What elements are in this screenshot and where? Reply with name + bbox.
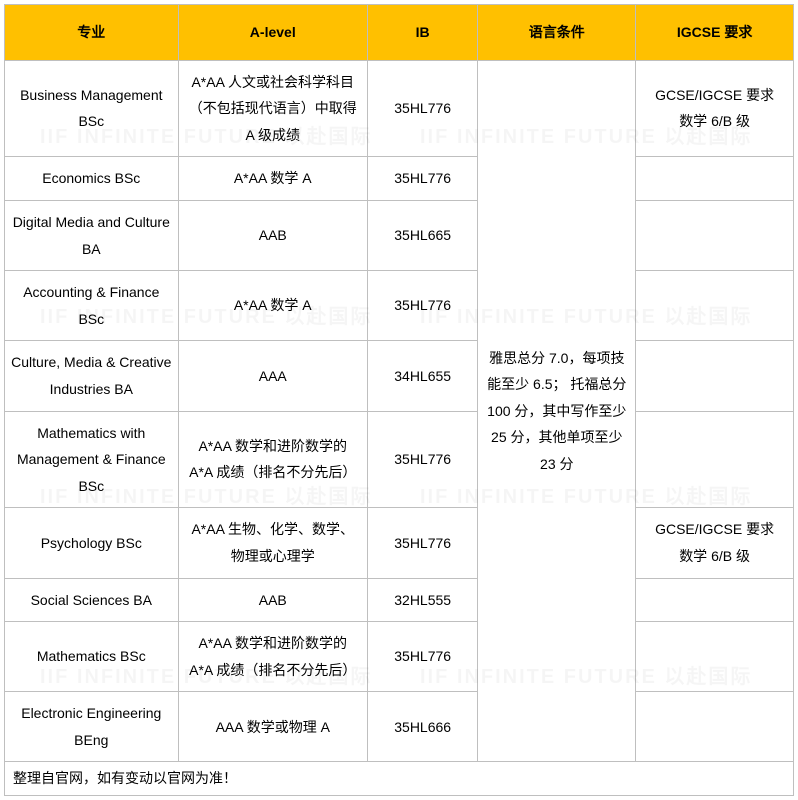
- cell-ib: 35HL776: [367, 157, 477, 201]
- cell-igcse: [636, 622, 794, 692]
- cell-igcse: [636, 271, 794, 341]
- cell-igcse: [636, 578, 794, 622]
- table-header-row: 专业 A-level IB 语言条件 IGCSE 要求: [5, 5, 794, 61]
- requirements-table: 专业 A-level IB 语言条件 IGCSE 要求 Business Man…: [4, 4, 794, 796]
- header-ib: IB: [367, 5, 477, 61]
- table-row: Social Sciences BA AAB 32HL555: [5, 578, 794, 622]
- cell-major: Social Sciences BA: [5, 578, 179, 622]
- cell-major: Psychology BSc: [5, 508, 179, 578]
- header-lang: 语言条件: [478, 5, 636, 61]
- cell-major: Economics BSc: [5, 157, 179, 201]
- cell-alevel: AAA: [178, 341, 367, 411]
- cell-igcse: [636, 200, 794, 270]
- cell-major: Accounting & Finance BSc: [5, 271, 179, 341]
- cell-igcse: [636, 411, 794, 508]
- cell-ib: 32HL555: [367, 578, 477, 622]
- table-row: Mathematics BSc A*AA 数学和进阶数学的 A*A 成绩（排名不…: [5, 622, 794, 692]
- cell-ib: 35HL776: [367, 508, 477, 578]
- table-footer-row: 整理自官网，如有变动以官网为准！: [5, 762, 794, 796]
- cell-major: Mathematics BSc: [5, 622, 179, 692]
- cell-ib: 34HL655: [367, 341, 477, 411]
- cell-alevel: A*AA 数学 A: [178, 271, 367, 341]
- cell-major: Business Management BSc: [5, 60, 179, 157]
- cell-alevel: AAB: [178, 578, 367, 622]
- footer-note: 整理自官网，如有变动以官网为准！: [5, 762, 794, 796]
- table-row: Digital Media and Culture BA AAB 35HL665: [5, 200, 794, 270]
- cell-ib: 35HL665: [367, 200, 477, 270]
- cell-igcse: [636, 341, 794, 411]
- cell-alevel: AAA 数学或物理 A: [178, 692, 367, 762]
- table-row: Psychology BSc A*AA 生物、化学、数学、物理或心理学 35HL…: [5, 508, 794, 578]
- cell-igcse: GCSE/IGCSE 要求数学 6/B 级: [636, 60, 794, 157]
- cell-lang-merged: 雅思总分 7.0，每项技能至少 6.5； 托福总分 100 分，其中写作至少 2…: [478, 60, 636, 762]
- cell-igcse: [636, 157, 794, 201]
- cell-igcse: GCSE/IGCSE 要求数学 6/B 级: [636, 508, 794, 578]
- table-row: Mathematics with Management & Finance BS…: [5, 411, 794, 508]
- table-row: Economics BSc A*AA 数学 A 35HL776: [5, 157, 794, 201]
- header-alevel: A-level: [178, 5, 367, 61]
- cell-ib: 35HL666: [367, 692, 477, 762]
- header-major: 专业: [5, 5, 179, 61]
- cell-alevel: A*AA 数学和进阶数学的 A*A 成绩（排名不分先后）: [178, 411, 367, 508]
- header-igcse: IGCSE 要求: [636, 5, 794, 61]
- table-row: Accounting & Finance BSc A*AA 数学 A 35HL7…: [5, 271, 794, 341]
- cell-ib: 35HL776: [367, 271, 477, 341]
- cell-ib: 35HL776: [367, 411, 477, 508]
- cell-major: Mathematics with Management & Finance BS…: [5, 411, 179, 508]
- cell-ib: 35HL776: [367, 60, 477, 157]
- cell-major: Electronic Engineering BEng: [5, 692, 179, 762]
- cell-alevel: A*AA 数学 A: [178, 157, 367, 201]
- cell-alevel: AAB: [178, 200, 367, 270]
- cell-alevel: A*AA 数学和进阶数学的 A*A 成绩（排名不分先后）: [178, 622, 367, 692]
- cell-igcse: [636, 692, 794, 762]
- cell-alevel: A*AA 人文或社会科学科目（不包括现代语言）中取得 A 级成绩: [178, 60, 367, 157]
- table-body: Business Management BSc A*AA 人文或社会科学科目（不…: [5, 60, 794, 796]
- table-row: Business Management BSc A*AA 人文或社会科学科目（不…: [5, 60, 794, 157]
- table-row: Electronic Engineering BEng AAA 数学或物理 A …: [5, 692, 794, 762]
- cell-alevel: A*AA 生物、化学、数学、物理或心理学: [178, 508, 367, 578]
- cell-ib: 35HL776: [367, 622, 477, 692]
- table-row: Culture, Media & Creative Industries BA …: [5, 341, 794, 411]
- cell-major: Culture, Media & Creative Industries BA: [5, 341, 179, 411]
- cell-major: Digital Media and Culture BA: [5, 200, 179, 270]
